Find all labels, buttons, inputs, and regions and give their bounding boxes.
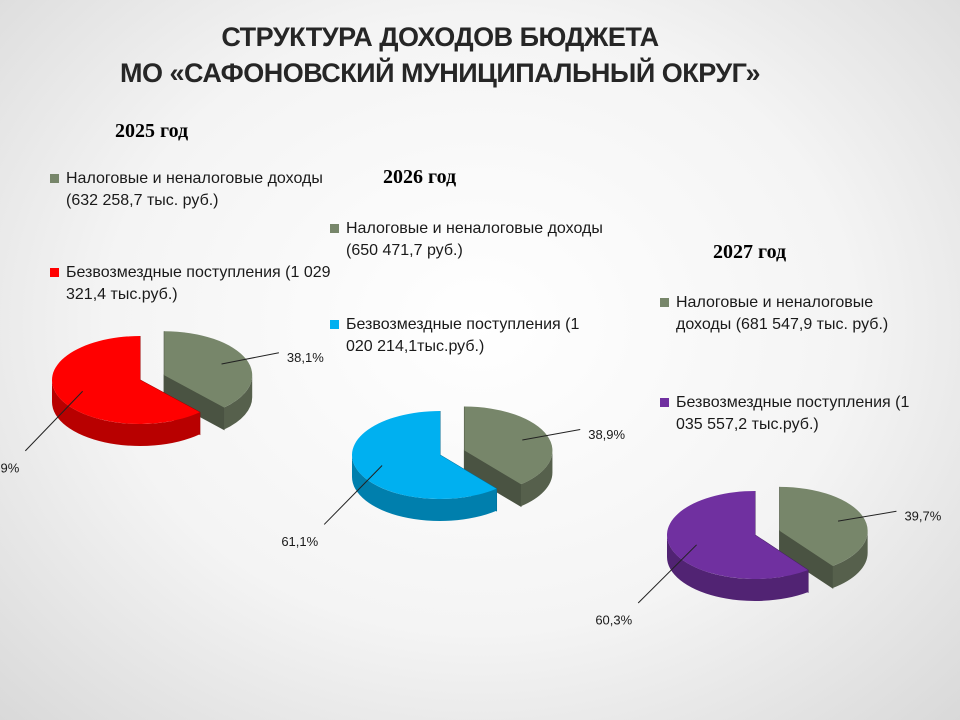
legend-swatch <box>50 268 59 277</box>
leader-line <box>637 544 697 604</box>
legend-label: Безвозмездные поступления (1 020 214,1ты… <box>346 316 580 355</box>
pie-slice <box>779 486 868 566</box>
leader-line <box>522 429 581 441</box>
slice-side <box>51 380 200 446</box>
slice-cut-face <box>463 449 522 508</box>
legend-label: Налоговые и неналоговые доходы (650 471,… <box>346 220 603 259</box>
chart-title: 2025 год <box>115 120 189 142</box>
leader-line <box>221 352 279 365</box>
slide-title: СТРУКТУРА ДОХОДОВ БЮДЖЕТА <box>221 22 659 52</box>
slice-side <box>520 450 553 507</box>
legend-label: Безвозмездные поступления (1 035 557,2 т… <box>676 394 910 433</box>
pie-slice <box>164 331 253 408</box>
pie-slice <box>52 336 200 424</box>
data-label: 39,7% <box>904 509 941 524</box>
legend-item: Безвозмездные поступления (1 029 321,4 т… <box>50 262 336 306</box>
legend-swatch <box>330 320 339 329</box>
leader-line <box>24 390 84 452</box>
slide-title: МО «САФОНОВСКИЙ МУНИЦИПАЛЬНЫЙ ОКРУГ» <box>120 58 760 88</box>
data-label: 61,1% <box>281 534 318 549</box>
legend-label: Налоговые и неналоговые доходы (681 547,… <box>676 294 889 333</box>
legend-swatch <box>660 398 669 407</box>
chart-title: 2027 год <box>713 241 787 263</box>
leader-line <box>837 510 897 522</box>
pie-slice <box>351 411 497 499</box>
slice-side <box>832 530 868 588</box>
legend-swatch <box>50 174 59 183</box>
data-label: 61,9% <box>0 460 20 475</box>
legend-item: Безвозмездные поступления (1 020 214,1ты… <box>330 314 606 358</box>
legend-label: Безвозмездные поступления (1 029 321,4 т… <box>66 264 331 303</box>
slice-cut-face <box>163 374 225 431</box>
legend-swatch <box>330 224 339 233</box>
legend-swatch <box>660 298 669 307</box>
pie-slice <box>667 491 809 579</box>
data-label: 60,3% <box>595 612 632 627</box>
slice-side <box>224 375 253 430</box>
chart-title: 2026 год <box>383 166 457 188</box>
leader-line <box>323 465 383 525</box>
data-label: 38,9% <box>588 427 625 442</box>
legend-label: Налоговые и неналоговые доходы (632 258,… <box>66 170 323 209</box>
pie-slice <box>464 406 553 485</box>
legend-item: Налоговые и неналоговые доходы (632 258,… <box>50 168 336 212</box>
legend-item: Безвозмездные поступления (1 035 557,2 т… <box>660 392 916 436</box>
slice-side <box>352 455 497 521</box>
data-label: 38,1% <box>287 350 324 365</box>
legend-item: Налоговые и неналоговые доходы (681 547,… <box>660 292 916 336</box>
legend-item: Налоговые и неналоговые доходы (650 471,… <box>330 218 606 262</box>
slice-side <box>666 535 809 601</box>
